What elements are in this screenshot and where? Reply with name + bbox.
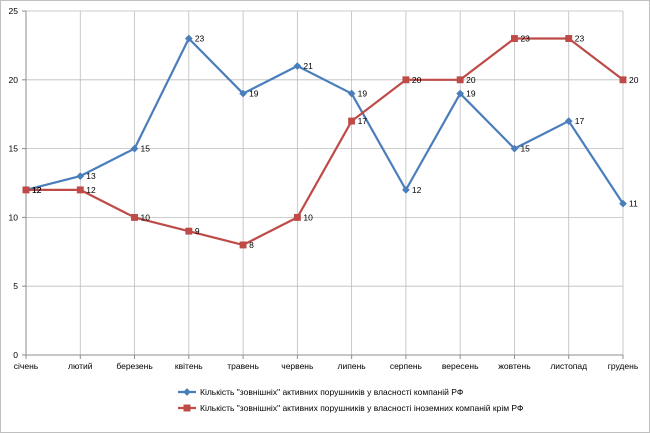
series-2-point <box>402 76 410 84</box>
series-1-point <box>293 62 302 70</box>
legend-label: Кількість "зовнішніх" активних порушникі… <box>200 387 463 397</box>
legend-marker <box>183 388 191 396</box>
series-1-data-label: 23 <box>195 34 205 44</box>
series-1-data-label: 19 <box>249 89 259 99</box>
legend-marker <box>183 404 191 412</box>
series-2 <box>22 35 627 249</box>
series-1-point <box>510 144 519 153</box>
y-tick-label: 5 <box>13 281 18 291</box>
series-1-point <box>456 89 465 98</box>
series-1-data-label: 19 <box>466 89 476 99</box>
series-2-data-label: 23 <box>520 34 530 44</box>
series-2-data-label: 10 <box>141 212 151 222</box>
series-2-data-label: 20 <box>629 75 639 85</box>
series-2-point <box>456 76 464 84</box>
series-2-data-label: 8 <box>249 240 254 250</box>
series-1-data-label: 12 <box>32 185 42 195</box>
series-2-point <box>293 213 301 221</box>
series-2-point <box>565 35 573 42</box>
series-1-data-label: 21 <box>303 61 313 71</box>
legend-label: Кількість "зовнішніх" активних порушникі… <box>200 403 523 413</box>
legend-item-2: Кількість "зовнішніх" активних порушникі… <box>178 403 523 413</box>
series-2-point <box>239 241 247 249</box>
x-tick-label: березень <box>116 361 153 371</box>
series-2-data-label: 20 <box>466 75 476 85</box>
series-1-data-label: 19 <box>358 89 368 99</box>
series-1-point <box>184 34 193 43</box>
series-2-point <box>22 186 30 194</box>
series-2-point <box>348 117 356 125</box>
series-1-point <box>347 89 356 98</box>
series-1-data-label: 15 <box>520 144 530 154</box>
series-2-point <box>511 35 518 42</box>
axes: 0 5 10 15 20 25 січень лютий березень квітень трав… <box>9 6 639 371</box>
series-1-point <box>130 144 139 153</box>
series-1-data-label: 13 <box>86 171 96 181</box>
series-1-point <box>239 89 248 98</box>
series-1-line <box>25 37 624 205</box>
series-1-point <box>619 199 627 208</box>
legend: Кількість "зовнішніх" активних порушникі… <box>178 387 523 413</box>
series-1-data-label: 11 <box>629 199 638 209</box>
series-group <box>22 34 627 249</box>
series-2-line <box>26 37 624 247</box>
y-tick-label: 15 <box>9 144 19 154</box>
y-tick-label: 20 <box>9 75 19 85</box>
x-tick-label: квітень <box>175 361 203 371</box>
x-tick-label: серпень <box>390 361 423 371</box>
gridlines <box>26 10 624 355</box>
x-tick-label: липень <box>338 361 367 371</box>
series-2-data-label: 12 <box>32 185 42 195</box>
series-1-point <box>76 172 85 181</box>
series-1-data-label: 17 <box>575 116 585 126</box>
series-2-data-label: 17 <box>358 116 368 126</box>
series-2-point <box>76 186 84 194</box>
x-tick-label: травень <box>227 361 259 371</box>
x-tick-label: січень <box>14 361 39 371</box>
series-2-data-label: 10 <box>303 212 313 222</box>
series-1-point <box>401 185 410 194</box>
x-tick-label: лютий <box>68 361 93 371</box>
series-1-data-label: 12 <box>412 185 422 195</box>
series-2-point <box>185 227 193 235</box>
x-tick-label: грудень <box>608 361 639 371</box>
y-tick-label: 25 <box>9 6 19 16</box>
x-tick-label: червень <box>281 361 314 371</box>
series-1-point <box>564 117 573 126</box>
series-1-data-label: 15 <box>141 144 151 154</box>
series-2-data-label: 23 <box>575 34 585 44</box>
series-2-data-label: 9 <box>195 226 200 236</box>
series-2-point <box>131 213 138 221</box>
series-2-data-label: 20 <box>412 75 422 85</box>
series-1 <box>22 34 627 208</box>
legend-item-1: Кількість "зовнішніх" активних порушникі… <box>178 387 463 397</box>
x-tick-label: листопад <box>550 361 587 371</box>
x-tick-label: вересень <box>442 361 479 371</box>
x-tick-label: жовтень <box>498 361 531 371</box>
series-2-data-label: 12 <box>86 185 96 195</box>
y-tick-label: 10 <box>9 212 19 222</box>
series-2-point <box>619 76 627 84</box>
y-tick-label: 0 <box>13 350 18 360</box>
